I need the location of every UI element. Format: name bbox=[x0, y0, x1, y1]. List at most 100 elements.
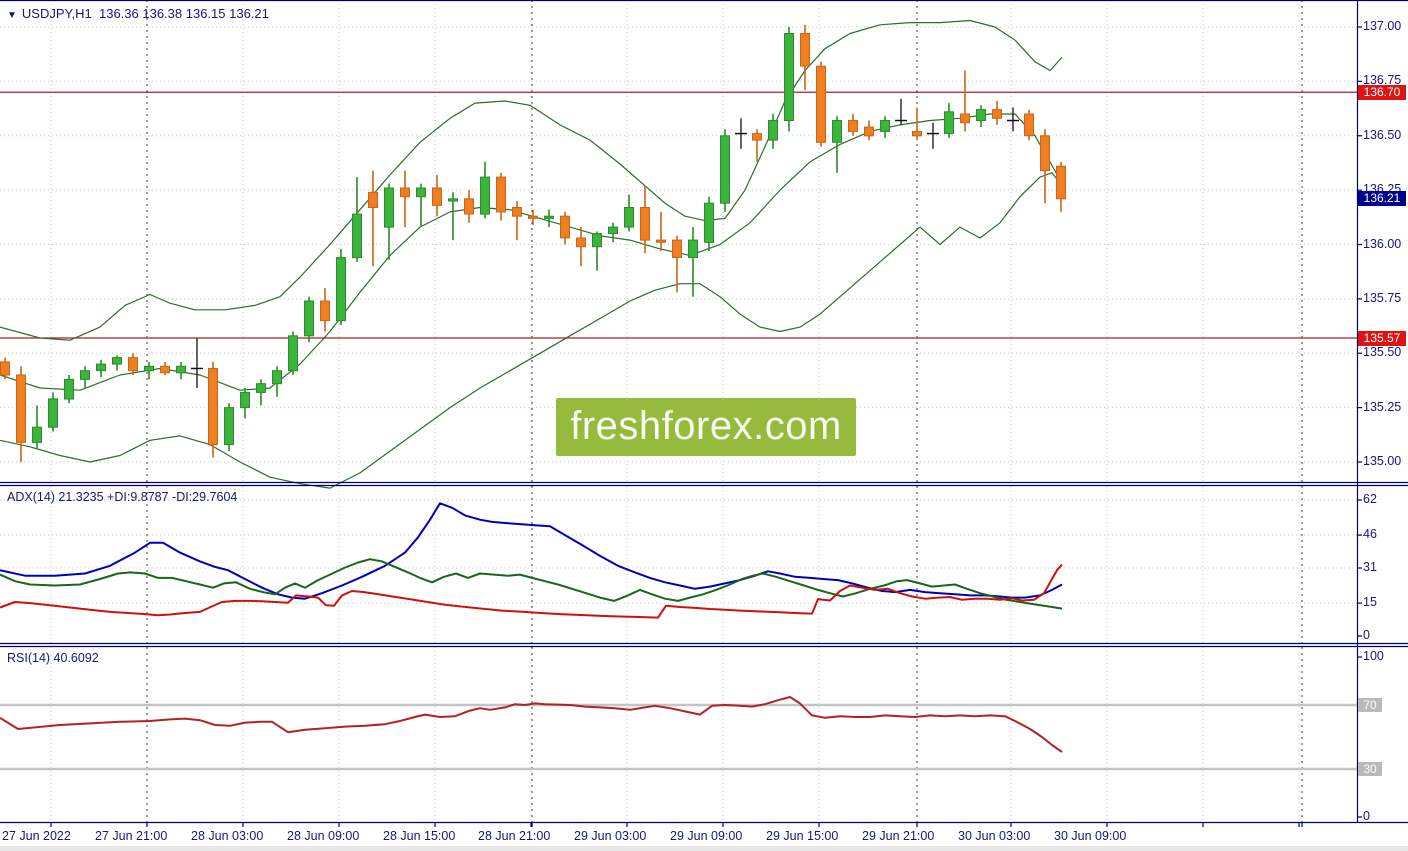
time-axis-label: 27 Jun 2022 bbox=[2, 829, 71, 843]
candle-up bbox=[144, 365, 154, 372]
candle-up bbox=[768, 120, 778, 141]
candle-down bbox=[560, 215, 570, 239]
candle-down bbox=[800, 33, 810, 67]
candle-up bbox=[96, 363, 106, 372]
time-axis-label: 29 Jun 21:00 bbox=[862, 829, 935, 843]
candle-up bbox=[480, 176, 490, 215]
time-axis-label: 29 Jun 03:00 bbox=[574, 829, 647, 843]
time-axis-label: 30 Jun 09:00 bbox=[1054, 829, 1127, 843]
price-axis-label: 136.00 bbox=[1363, 236, 1402, 251]
ohlc-values: 136.36 136.38 136.15 136.21 bbox=[98, 6, 269, 21]
price-axis-label: 136.50 bbox=[1363, 127, 1402, 142]
rsi-axis-label: 0 bbox=[1363, 809, 1370, 823]
candle-down bbox=[0, 361, 10, 376]
adx-axis-label: 0 bbox=[1363, 628, 1370, 642]
candle-down bbox=[496, 176, 506, 213]
candle-up bbox=[352, 213, 362, 259]
price-axis-label: 135.00 bbox=[1363, 454, 1402, 468]
candle-down bbox=[160, 365, 170, 374]
time-axis-label: 28 Jun 09:00 bbox=[287, 829, 360, 843]
candle-down bbox=[1040, 135, 1050, 172]
candle-down bbox=[1024, 113, 1034, 137]
chart-title: ▼ USDJPY,H1 136.36 136.38 136.15 136.21 bbox=[7, 6, 269, 21]
rsi-level-badge: 30 bbox=[1358, 762, 1382, 776]
time-axis-label: 29 Jun 15:00 bbox=[766, 829, 839, 843]
candle-up bbox=[720, 135, 730, 204]
candle-up bbox=[176, 365, 186, 374]
candle-up bbox=[224, 407, 234, 446]
time-axis-label: 30 Jun 03:00 bbox=[958, 829, 1031, 843]
candle-up bbox=[544, 215, 554, 219]
adx-line bbox=[0, 502, 1063, 600]
price-axis-label: 135.25 bbox=[1363, 399, 1402, 414]
candle-up bbox=[256, 383, 266, 393]
current-price-badge: 136.21 bbox=[1358, 191, 1406, 207]
price-axis-label: 135.75 bbox=[1363, 290, 1402, 305]
candle-up bbox=[944, 111, 954, 135]
candle-down bbox=[960, 113, 970, 124]
candle-down bbox=[16, 374, 26, 443]
candle-up bbox=[784, 33, 794, 121]
time-axis-label: 28 Jun 15:00 bbox=[383, 829, 456, 843]
candle-down bbox=[656, 239, 666, 243]
candle-down bbox=[512, 207, 522, 217]
rsi-indicator-label: RSI(14) 40.6092 bbox=[7, 651, 99, 665]
candle-up bbox=[416, 187, 426, 198]
candle-down bbox=[912, 130, 922, 137]
minus-di-line bbox=[0, 564, 1063, 619]
adx-axis-label: 31 bbox=[1363, 560, 1377, 574]
bollinger-middle-band bbox=[0, 113, 1063, 391]
adx-axis-label: 15 bbox=[1363, 595, 1377, 610]
candle-down bbox=[848, 120, 858, 132]
candle-down bbox=[672, 239, 682, 259]
plus-di-line bbox=[0, 558, 1063, 610]
rsi-level-badge: 70 bbox=[1358, 698, 1382, 712]
candle-down bbox=[400, 187, 410, 198]
candle-down bbox=[368, 191, 378, 209]
candle-up bbox=[80, 370, 90, 380]
adx-axis-label: 46 bbox=[1363, 527, 1377, 542]
time-axis-label: 28 Jun 21:00 bbox=[478, 829, 551, 843]
candle-down bbox=[640, 207, 650, 241]
candle-up bbox=[608, 226, 618, 235]
candle-up bbox=[448, 198, 458, 202]
candle-down bbox=[576, 237, 586, 248]
price-axis-label: 136.75 bbox=[1363, 73, 1402, 88]
candle-down bbox=[864, 126, 874, 137]
candle-up bbox=[272, 370, 282, 385]
symbol-timeframe-label: USDJPY,H1 bbox=[21, 6, 92, 21]
candle-up bbox=[288, 335, 298, 372]
broker-watermark: freshforex.com bbox=[556, 398, 856, 456]
candle-down bbox=[464, 198, 474, 215]
symbol-dropdown-icon[interactable]: ▼ bbox=[7, 10, 17, 21]
bollinger-lower-band bbox=[0, 172, 1063, 489]
bollinger-upper-band bbox=[0, 19, 1063, 341]
time-axis-label: 28 Jun 03:00 bbox=[191, 829, 264, 843]
candle-down bbox=[992, 109, 1002, 119]
candle-down bbox=[208, 368, 218, 446]
candle-up bbox=[304, 300, 314, 337]
candle-up bbox=[624, 207, 634, 228]
price-axis-label: 137.00 bbox=[1363, 19, 1402, 33]
candle-up bbox=[32, 426, 42, 443]
rsi-line bbox=[0, 696, 1063, 753]
candle-up bbox=[688, 239, 698, 259]
time-axis-label: 29 Jun 09:00 bbox=[670, 829, 743, 843]
candle-down bbox=[752, 133, 762, 141]
price-axis-label: 135.50 bbox=[1363, 345, 1402, 360]
candle-up bbox=[384, 187, 394, 228]
candle-up bbox=[240, 391, 250, 409]
candle-up bbox=[976, 109, 986, 121]
candle-down bbox=[128, 357, 138, 372]
current-price-badge: 135.57 bbox=[1358, 330, 1406, 346]
candle-down bbox=[816, 65, 826, 143]
candle-down bbox=[528, 215, 538, 219]
candle-up bbox=[880, 120, 890, 132]
candle-up bbox=[336, 257, 346, 322]
bottom-strip bbox=[0, 846, 1408, 851]
candle-down bbox=[1056, 165, 1066, 200]
candle-up bbox=[592, 233, 602, 248]
adx-indicator-label: ADX(14) 21.3235 +DI:9.8787 -DI:29.7604 bbox=[7, 490, 238, 504]
